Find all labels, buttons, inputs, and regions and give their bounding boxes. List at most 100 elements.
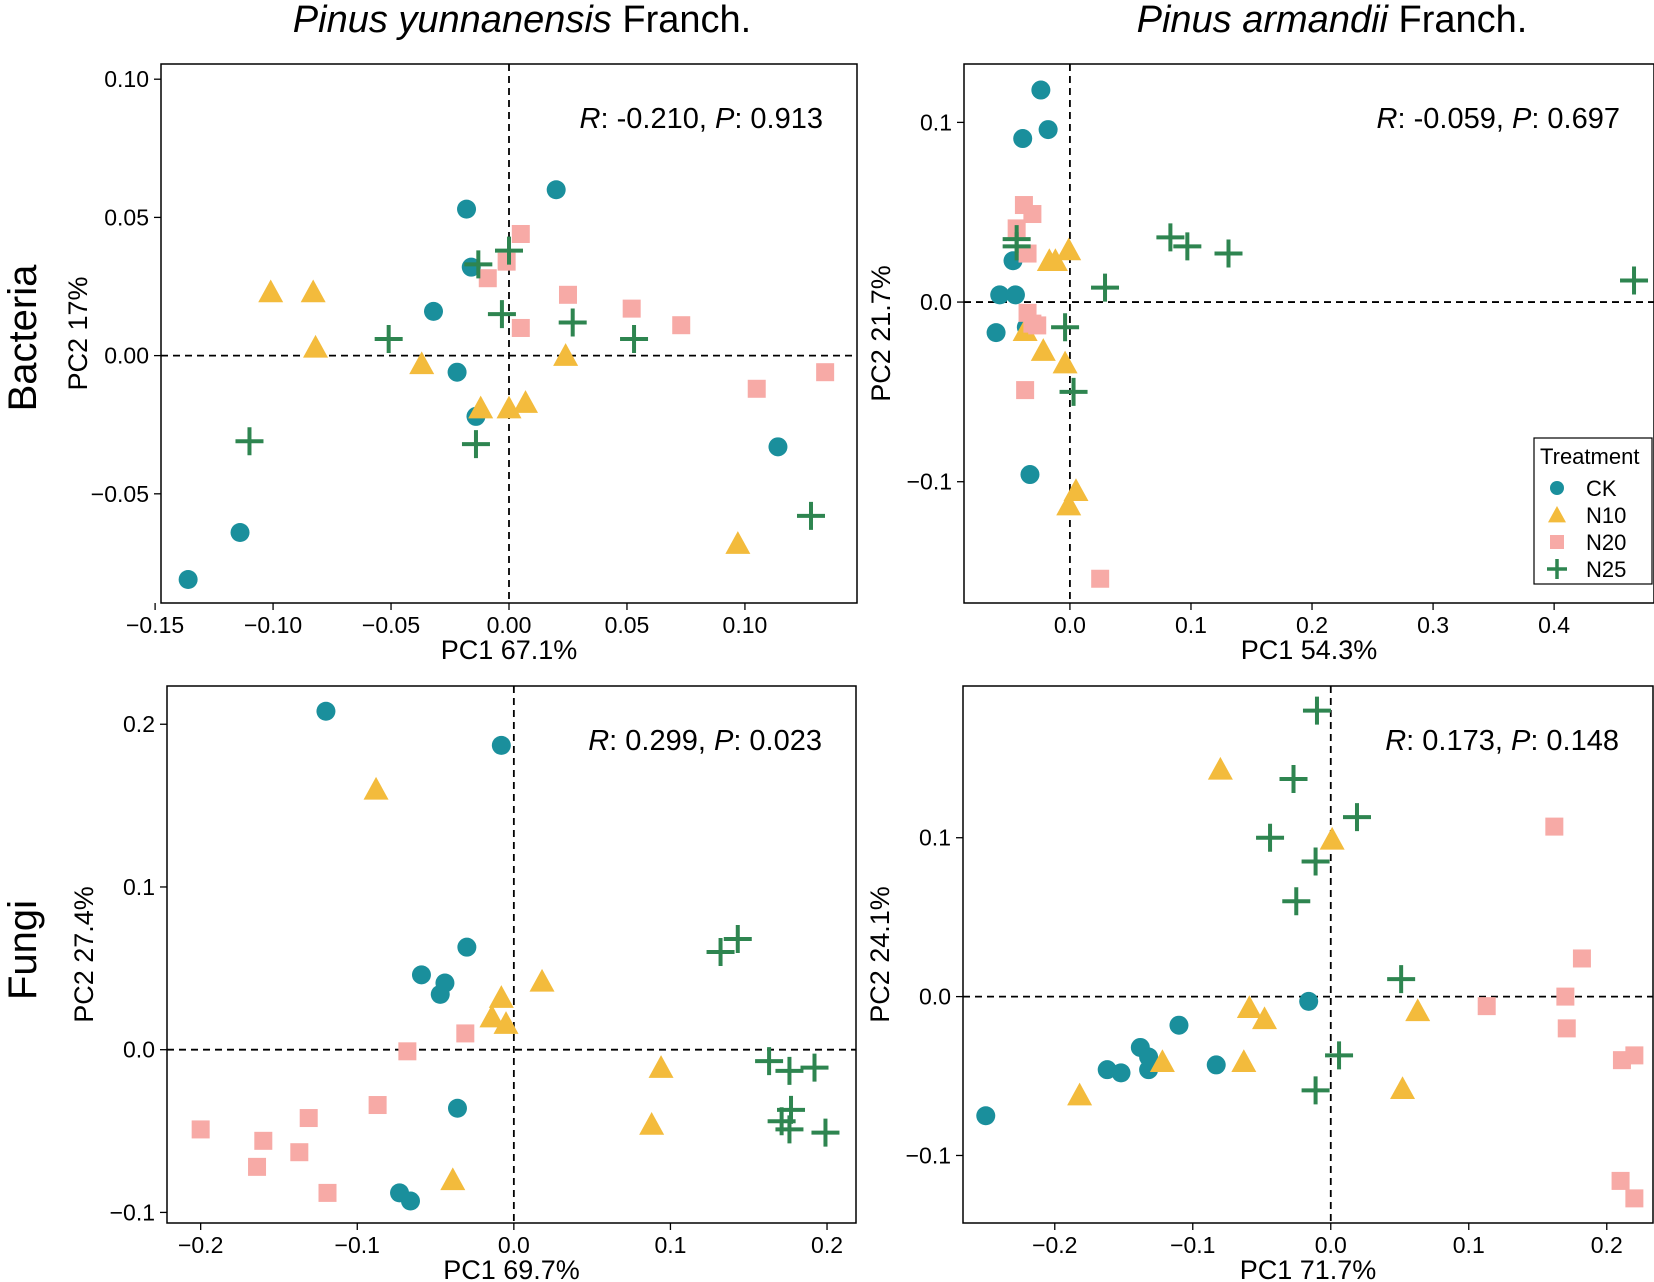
point-n25	[464, 250, 493, 279]
point-n10	[1149, 1049, 1175, 1072]
point-n10	[513, 390, 539, 413]
point-n10	[493, 1011, 519, 1034]
point-n10	[1056, 492, 1082, 516]
point-n25	[1301, 847, 1330, 876]
point-n25	[1051, 313, 1080, 342]
point-n10	[553, 343, 579, 366]
point-n20	[1625, 1046, 1644, 1065]
series-n25	[235, 236, 825, 530]
stat-annotation: R: -0.210, P: 0.913	[580, 103, 823, 135]
point-n20	[478, 269, 497, 288]
x-tick-label: 0.2	[811, 1232, 843, 1258]
legend-item-n10: N10	[1548, 503, 1626, 528]
point-n25	[1282, 887, 1311, 916]
point-ck	[447, 1098, 467, 1118]
point-n25	[1342, 803, 1371, 832]
x-tick-label: −0.1	[335, 1232, 380, 1258]
x-tick-label: 0.05	[605, 612, 650, 638]
legend-item-n20: N20	[1550, 530, 1626, 555]
point-ck	[1111, 1063, 1131, 1083]
point-n25	[620, 325, 649, 354]
point-ck	[1139, 1060, 1159, 1080]
column-title-pinus-armandii: Pinus armandii Franch.	[1137, 0, 1528, 41]
point-n10	[725, 531, 751, 554]
point-n10	[1063, 478, 1089, 501]
x-tick-label: 0.0	[1315, 1232, 1347, 1258]
x-tick-label: −0.10	[244, 612, 302, 638]
point-n20	[511, 318, 530, 337]
x-tick-label: 0.1	[1175, 612, 1207, 638]
point-ck	[457, 937, 477, 957]
y-tick-label: −0.05	[91, 481, 149, 507]
point-n25	[1302, 696, 1331, 725]
point-n10	[1236, 995, 1262, 1018]
point-ck	[1299, 991, 1319, 1011]
x-tick-label: −0.1	[1170, 1232, 1215, 1258]
point-n25	[1256, 823, 1285, 852]
panel-fungi-pinus-armandii-franch: −0.2 −0.1 0.0 0.1 0.2 −0.1 0.0 0.1 PC1 71.7% PC2 …	[865, 685, 1654, 1282]
point-n10	[1252, 1006, 1278, 1030]
series-n10	[363, 776, 674, 1191]
y-tick-label: 0.1	[123, 874, 155, 900]
plot-frame	[166, 685, 857, 1224]
series-ck	[316, 701, 511, 1211]
x-tick-label: 0.4	[1538, 612, 1570, 638]
x-tick-label: 0.10	[723, 612, 768, 638]
point-n10	[440, 1167, 466, 1191]
point-n10	[300, 279, 326, 303]
point-ck	[990, 285, 1010, 305]
point-ck	[424, 301, 444, 321]
point-n10	[1390, 1076, 1416, 1099]
point-n20	[1625, 1189, 1644, 1208]
y-tick-label: 0.00	[104, 343, 149, 369]
legend-marker-n25	[1547, 559, 1567, 579]
point-n20	[368, 1096, 387, 1115]
legend-marker-ck	[1550, 481, 1564, 495]
series-ck	[986, 80, 1058, 485]
point-n20	[398, 1042, 417, 1061]
x-axis-title: PC1 69.7%	[443, 1255, 580, 1282]
point-n25	[558, 308, 587, 337]
point-n25	[800, 1053, 829, 1082]
point-n10	[639, 1112, 665, 1135]
point-n25	[775, 1115, 804, 1144]
point-n25	[706, 938, 735, 967]
point-n25	[1091, 273, 1120, 302]
point-n10	[1405, 998, 1431, 1022]
series-n20	[478, 224, 835, 398]
point-n20	[511, 224, 530, 243]
y-axis-title: PC2 24.1%	[865, 886, 895, 1023]
point-ck	[1206, 1055, 1226, 1075]
column-title-pinus-yunnanensis: Pinus yunnanensis Franch.	[293, 0, 751, 41]
plot-frame	[962, 685, 1654, 1224]
point-ck	[457, 199, 477, 219]
point-n25	[796, 501, 825, 530]
stat-annotation: R: 0.299, P: 0.023	[588, 725, 822, 757]
x-axis-title: PC1 67.1%	[441, 635, 578, 665]
point-n25	[1173, 232, 1202, 261]
x-tick-label: 0.2	[1591, 1232, 1623, 1258]
legend-label: CK	[1586, 476, 1617, 501]
point-n20	[456, 1024, 475, 1043]
point-n25	[1387, 965, 1416, 994]
scatter-panels: −0.15 −0.10 −0.05 0.00 0.05 0.10 −0.05 0.00 0.05…	[63, 63, 1654, 1282]
point-n25	[1214, 239, 1243, 268]
series-n20	[1007, 196, 1110, 588]
series-n25	[1002, 223, 1649, 406]
series-n20	[191, 1024, 475, 1202]
y-tick-label: 0.0	[920, 289, 952, 315]
series-ck	[178, 180, 788, 590]
point-ck	[230, 523, 250, 543]
point-n25	[495, 236, 523, 265]
point-n20	[1023, 205, 1042, 224]
point-n10	[488, 985, 514, 1008]
legend-label: N25	[1586, 557, 1626, 582]
legend-marker-n10	[1548, 506, 1566, 523]
point-ck	[447, 362, 467, 382]
point-n25	[461, 430, 490, 459]
x-tick-label: 0.1	[654, 1232, 686, 1258]
point-n20	[672, 316, 691, 335]
point-n10	[1067, 1082, 1093, 1106]
legend-box	[1533, 437, 1653, 585]
